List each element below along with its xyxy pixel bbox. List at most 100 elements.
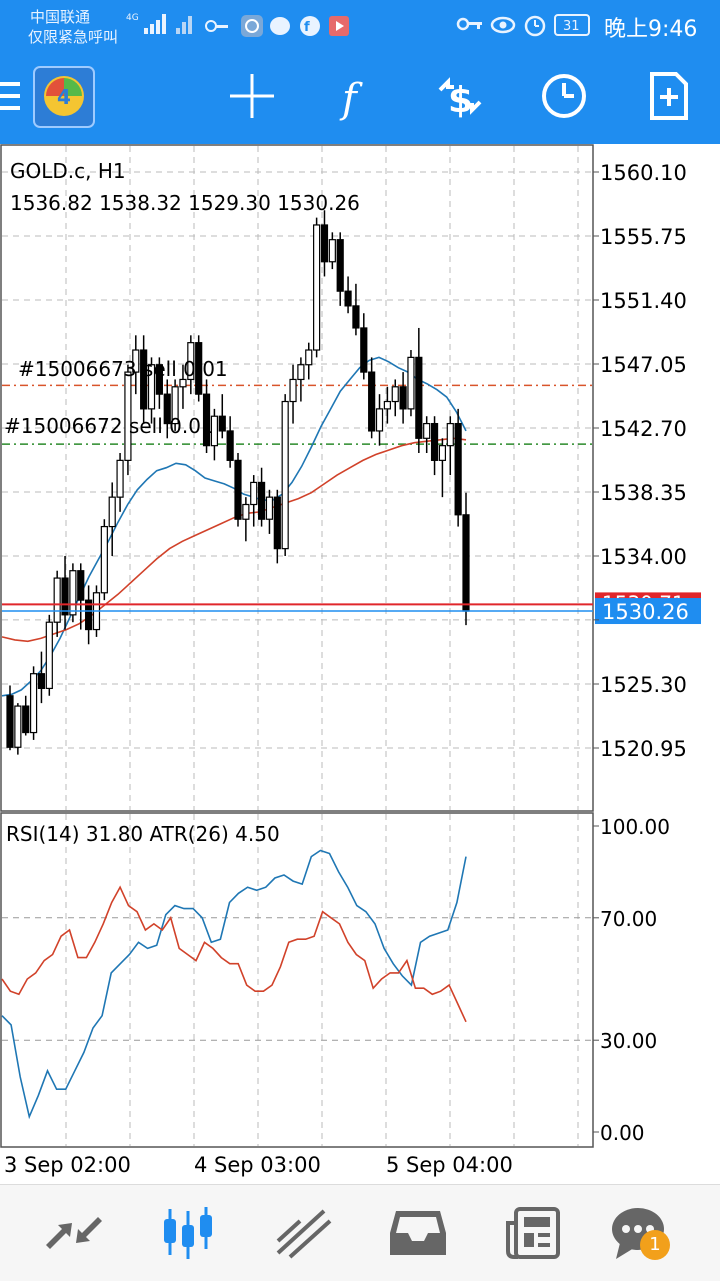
candle-body-7 [61,577,69,616]
candle-body-24 [195,342,203,395]
chart-grid [2,146,593,1146]
candle-body-57 [454,422,462,516]
candle-body-39 [313,224,321,351]
indicator-lines [1,849,467,1120]
candle-body-55 [438,445,447,461]
quotes-arrows-icon[interactable] [42,1203,106,1263]
candle-body-50 [399,386,407,410]
candle-body-35 [281,400,289,550]
candle-body-5 [45,621,53,690]
price-tick-label-2: 1551.40 [600,289,687,313]
candlestick-chart-icon[interactable] [156,1203,220,1263]
inbox-tray-icon[interactable] [386,1203,450,1263]
candle-body-25 [202,393,211,447]
candle-body-4 [37,673,46,690]
time-label-1: 4 Sep 03:00 [194,1153,321,1177]
price-tick-label-4: 1542.70 [600,417,687,441]
mt4-logo[interactable]: 4 [33,66,95,128]
main-pane-frame [0,144,594,812]
ma-fast-line [1,356,467,697]
bid-ask-lines: 1530.711530.26 [2,591,701,625]
candle-body-28 [226,430,234,461]
candle-body-46 [368,371,376,432]
candle-body-6 [53,577,61,623]
dollar-exchange-icon[interactable]: $ [432,68,488,124]
svg-text:4G: 4G [126,13,139,23]
svg-text:f: f [304,20,310,35]
sub-tick-label-1: 70.00 [600,907,657,931]
candle-body-13 [108,496,116,528]
sub-tick-label-0: 100.00 [600,815,670,839]
sub-pane-frame [0,812,594,1148]
candle-body-56 [446,422,454,447]
carrier-name: 中国联通 [30,8,91,26]
candle-body-30 [242,503,250,520]
svg-text:31: 31 [563,19,580,34]
svg-text:f: f [339,76,363,122]
candle-body-54 [430,422,439,461]
carrier-status: 仅限紧急呼叫 [28,28,119,46]
candle-body-58 [462,514,470,612]
time-label-0: 3 Sep 02:00 [4,1153,131,1177]
candlesticks [6,210,470,755]
clock-icon[interactable] [536,68,592,124]
candle-body-22 [179,378,187,388]
bid-price-box [595,598,701,625]
candle-body-10 [85,599,93,631]
candle-body-14 [116,459,124,498]
newspaper-icon[interactable] [502,1203,566,1263]
order-label-15006672: #15006672 sell 0.01 [4,414,214,438]
candle-body-3 [29,673,38,734]
bottom-navigation [0,1184,720,1281]
moving-averages [1,356,467,697]
indicator-title: RSI(14) 31.80 ATR(26) 4.50 [6,822,280,846]
candle-body-37 [297,364,305,381]
candle-body-20 [163,393,171,425]
status-bar: 中国联通 仅限紧急呼叫 4G f 31 晚上9:46 [0,0,720,52]
candle-body-27 [218,415,226,432]
price-axis: 1560.10 1555.75 1551.40 1547.05 1542.70 1538.… [593,161,687,761]
candle-body-1 [14,705,22,748]
order-lines [2,384,593,445]
price-tick-label-0: 1560.10 [600,161,687,185]
candle-body-38 [305,349,313,366]
candle-body-48 [383,400,391,410]
price-tick-label-6: 1534.00 [600,545,687,569]
price-tick-label-1: 1555.75 [600,225,687,249]
hamburger-icon[interactable] [0,80,22,114]
indicator-axis: 100.00 70.00 30.00 0.00 [593,815,670,1145]
new-document-icon[interactable] [640,68,696,124]
candle-body-36 [289,378,297,403]
candle-body-52 [415,356,423,439]
messages-badge: 1 [640,1230,670,1260]
candle-body-45 [360,327,368,373]
price-chart[interactable]: 1530.711530.26 1560.10 1555.75 1551.40 1547… [0,144,720,1184]
candle-body-16 [132,349,140,373]
price-tick-label-3: 1547.05 [600,353,687,377]
candle-body-40 [320,224,329,263]
time-label-2: 5 Sep 04:00 [386,1153,513,1177]
function-icon[interactable]: f [328,68,384,124]
signal-icon: 4G [126,13,192,34]
candle-body-53 [423,422,431,439]
candle-body-23 [187,342,195,381]
crosshair-icon[interactable] [224,68,280,124]
candle-body-2 [22,705,30,734]
price-tick-label-5: 1538.35 [600,481,687,505]
atr-line [1,885,467,1023]
sub-tick-label-3: 0.00 [600,1121,645,1145]
trend-lines-icon[interactable] [272,1203,336,1263]
svg-text:4: 4 [57,85,71,109]
price-tick-label-9: 1520.95 [600,737,687,761]
candle-body-21 [171,386,179,425]
candle-body-33 [265,496,274,520]
ohlc-label: 1536.82 1538.32 1529.30 1530.26 [10,191,360,215]
candle-body-9 [77,570,85,601]
candle-body-8 [69,570,77,616]
clock: 晚上9:46 [604,17,698,42]
candle-body-29 [234,459,242,520]
candle-body-26 [210,415,219,447]
candle-body-44 [352,305,360,329]
price-tick-label-8: 1525.30 [600,673,687,697]
candle-body-18 [147,364,156,410]
